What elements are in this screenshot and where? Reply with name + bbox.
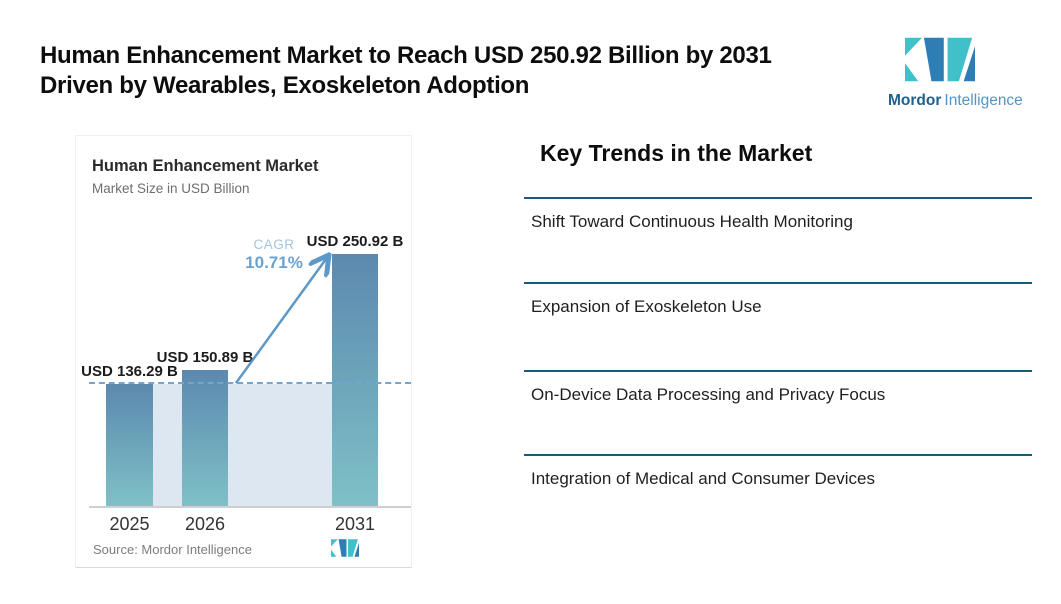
bar-2025	[106, 384, 153, 506]
cagr-label: CAGR	[253, 237, 295, 252]
bar-2026	[182, 370, 228, 506]
bar-2031	[332, 254, 378, 506]
cagr-value: 10.71%	[245, 253, 303, 272]
page-title: Human Enhancement Market to Reach USD 25…	[40, 41, 880, 101]
x-tick-2026: 2026	[184, 514, 226, 534]
trends-heading: Key Trends in the Market	[540, 140, 813, 166]
chart-title: Human Enhancement Market	[92, 157, 319, 175]
x-tick-2031: 2031	[334, 514, 376, 534]
page-title-line1: Human Enhancement Market to Reach USD 25…	[40, 42, 772, 69]
growth-arrow-icon	[234, 246, 338, 384]
trend-item-1-label: Shift Toward Continuous Health Monitorin…	[531, 212, 853, 231]
cagr-annotation: CAGR 10.71%	[233, 237, 315, 273]
trend-item-1: Shift Toward Continuous Health Monitorin…	[524, 197, 1032, 232]
trend-item-4: Integration of Medical and Consumer Devi…	[524, 454, 1032, 489]
chart-subtitle: Market Size in USD Billion	[92, 181, 250, 196]
trend-item-3-label: On-Device Data Processing and Privacy Fo…	[531, 385, 886, 404]
x-axis-line	[89, 506, 411, 508]
trend-item-4-label: Integration of Medical and Consumer Devi…	[531, 469, 875, 488]
market-chart-card: Human Enhancement Market Market Size in …	[75, 135, 412, 568]
trend-item-2: Expansion of Exoskeleton Use	[524, 282, 1032, 317]
source-attribution: Source: Mordor Intelligence	[93, 542, 252, 557]
mordor-intelligence-logo-small-icon	[331, 539, 359, 557]
brand-wordmark: Mordor Intelligence	[888, 92, 1028, 110]
bar-value-label-2031: USD 250.92 B	[306, 233, 404, 250]
brand-name-light: Intelligence	[944, 92, 1023, 109]
dashed-reference-line	[89, 382, 411, 384]
mordor-intelligence-logo-icon	[905, 37, 975, 82]
x-tick-2025: 2025	[109, 514, 150, 534]
trend-item-2-label: Expansion of Exoskeleton Use	[531, 297, 762, 316]
page-title-line2: Driven by Wearables, Exoskeleton Adoptio…	[40, 72, 530, 99]
bar-value-label-2026: USD 150.89 B	[156, 349, 254, 366]
bar-value-label-2025: USD 136.29 B	[81, 363, 178, 380]
trend-item-3: On-Device Data Processing and Privacy Fo…	[524, 370, 1032, 405]
brand-name-bold: Mordor	[888, 92, 942, 109]
